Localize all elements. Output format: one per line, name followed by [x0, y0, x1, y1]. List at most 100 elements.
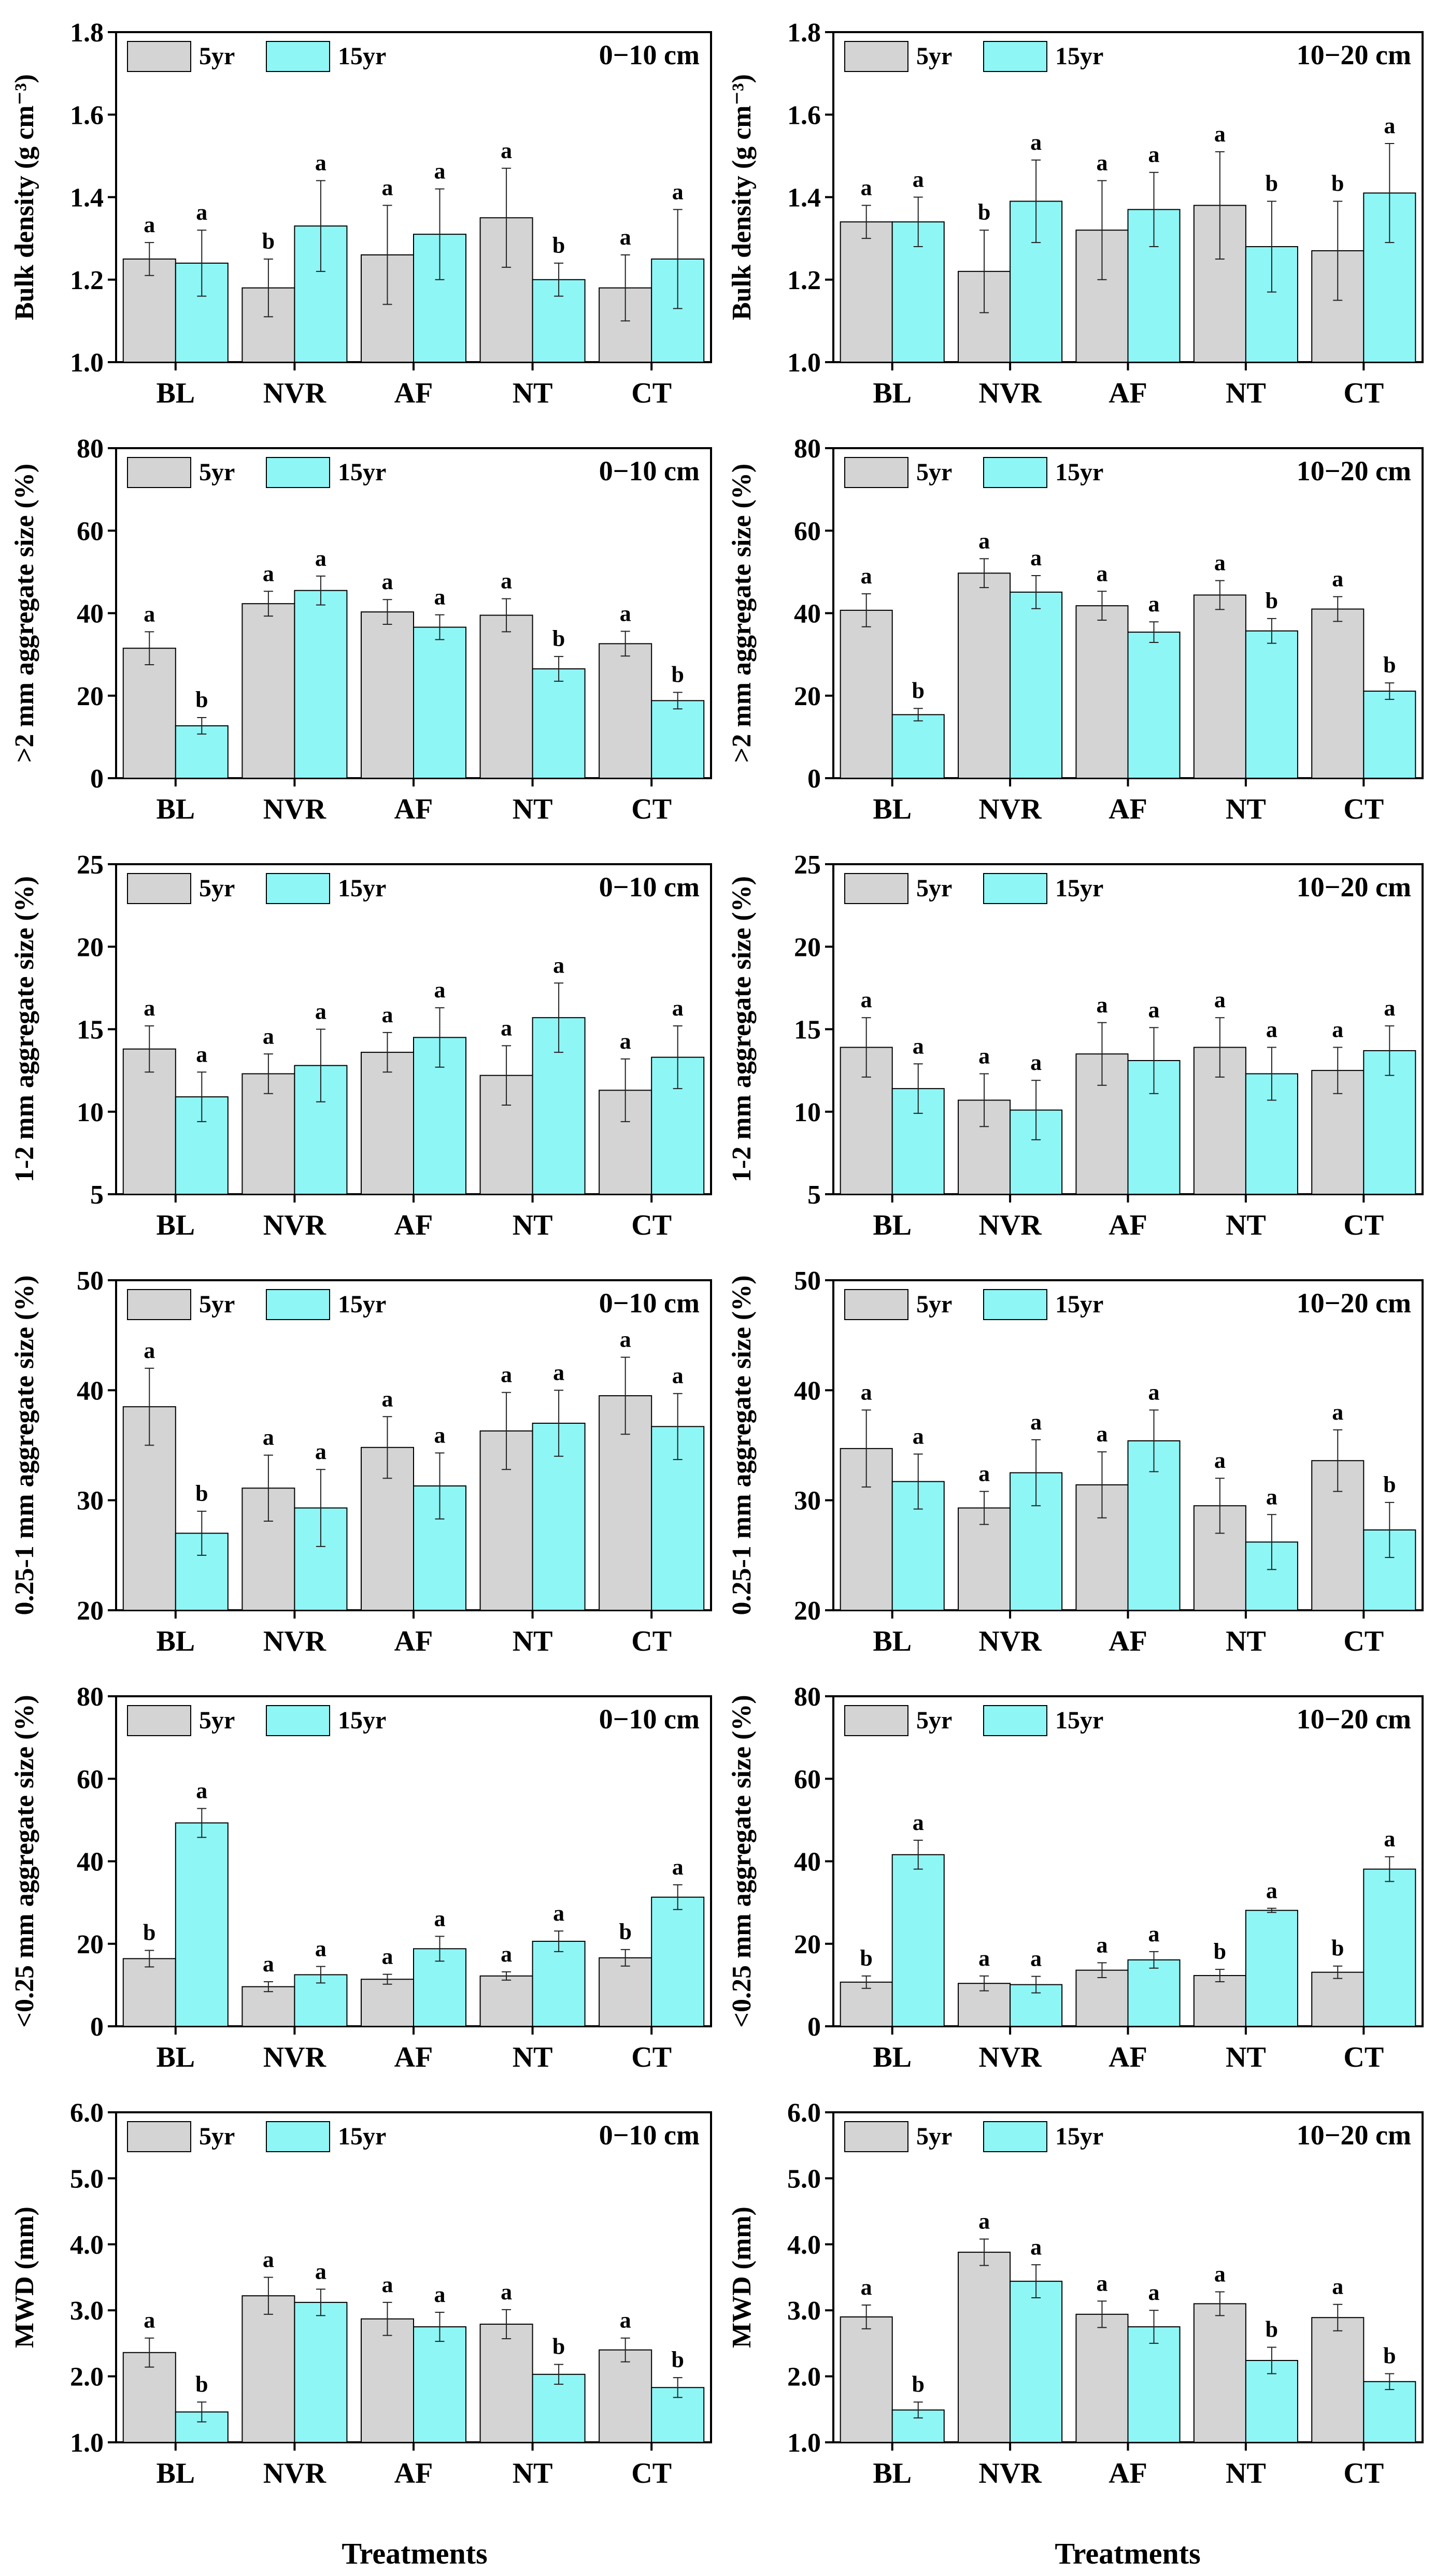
y-tick-label: 40	[77, 599, 104, 629]
significance-letter: a	[501, 568, 512, 594]
panel-depth-label: 10−20 cm	[1297, 1287, 1411, 1319]
y-tick-label: 30	[794, 1486, 821, 1516]
legend-swatch-5yr	[127, 1705, 191, 1736]
x-tick-label-nt: NT	[513, 1625, 553, 1657]
y-tick-label: 1.6	[70, 101, 104, 130]
legend-label-15yr: 15yr	[1055, 875, 1103, 902]
x-tick-label-nt: NT	[1226, 2041, 1266, 2073]
significance-letter: b	[671, 662, 684, 687]
bar-5yr-af	[360, 1052, 415, 1195]
significance-letter: a	[620, 224, 631, 250]
significance-letter: b	[552, 233, 565, 258]
significance-letter: b	[262, 228, 275, 254]
significance-letter: a	[144, 2308, 155, 2333]
significance-letter: a	[144, 212, 155, 237]
y-tick-label: 6.0	[70, 2098, 104, 2128]
bar-5yr-ct	[599, 2349, 652, 2443]
legend-swatch-15yr	[983, 873, 1047, 904]
legend-swatch-5yr	[127, 457, 191, 488]
significance-letter: a	[861, 563, 872, 589]
y-axis-label: Bulk density (g cm⁻³)	[727, 74, 757, 320]
significance-letter: a	[196, 199, 207, 225]
x-tick-label-nt: NT	[1226, 2457, 1266, 2489]
x-tick-label-bl: BL	[873, 1625, 912, 1657]
legend-swatch-5yr	[844, 1705, 908, 1736]
y-tick-label: 80	[77, 1682, 104, 1712]
bar-15yr-nt	[532, 668, 586, 779]
panel-depth-label: 0−10 cm	[599, 1704, 700, 1735]
significance-letter: a	[1030, 1409, 1042, 1435]
legend-label-5yr: 5yr	[916, 2123, 952, 2150]
x-tick-label-bl: BL	[156, 793, 195, 825]
significance-letter: a	[978, 1043, 990, 1068]
bar-5yr-nt	[1193, 1975, 1246, 2027]
y-tick-label: 1.8	[787, 18, 821, 48]
y-tick-label: 0	[90, 2012, 104, 2042]
panel-gt2-10-20: 0 20 40 60 80 >2 mm aggregate size (%) BL a b NVR…	[727, 434, 1424, 825]
y-tick-label: 60	[77, 1765, 104, 1794]
y-axis-label: 1-2 mm aggregate size (%)	[727, 876, 757, 1182]
y-tick-label: 1.4	[70, 183, 104, 213]
bar-15yr-af	[1127, 1959, 1181, 2027]
legend-label-15yr: 15yr	[1055, 2123, 1103, 2150]
y-tick-label: 0	[807, 2012, 821, 2042]
x-tick-label-af: AF	[1109, 1209, 1147, 1241]
bar-5yr-nvr	[958, 2252, 1011, 2443]
bar-5yr-bl	[840, 609, 893, 779]
panel-depth-label: 0−10 cm	[599, 871, 700, 903]
significance-letter: a	[196, 1778, 207, 1804]
legend-label-15yr: 15yr	[1055, 42, 1103, 70]
y-tick-label: 80	[77, 434, 104, 464]
significance-letter: a	[553, 952, 564, 978]
significance-letter: a	[978, 2209, 990, 2234]
y-tick-label: 80	[794, 434, 821, 464]
y-axis-label: MWD (mm)	[10, 2207, 39, 2348]
significance-letter: b	[1266, 170, 1278, 196]
significance-letter: a	[501, 1362, 512, 1387]
panel-depth-label: 0−10 cm	[599, 1287, 700, 1319]
significance-letter: a	[381, 1386, 393, 1411]
significance-letter: a	[1148, 591, 1160, 617]
significance-letter: a	[1266, 1017, 1277, 1042]
bar-5yr-nvr	[242, 603, 295, 779]
y-tick-label: 60	[794, 517, 821, 546]
legend-label-15yr: 15yr	[338, 1291, 386, 1318]
y-tick-label: 40	[77, 1376, 104, 1406]
significance-letter: a	[1214, 987, 1226, 1012]
significance-letter: a	[861, 987, 872, 1012]
y-tick-label: 40	[77, 1848, 104, 1877]
legend-label-5yr: 5yr	[199, 2123, 235, 2150]
y-tick-label: 10	[77, 1098, 104, 1127]
x-tick-label-af: AF	[394, 793, 433, 825]
legend-swatch-5yr	[127, 2121, 191, 2152]
legend-label-15yr: 15yr	[1055, 1707, 1103, 1734]
legend-label-5yr: 5yr	[916, 42, 952, 70]
y-tick-label: 1.6	[787, 101, 821, 130]
significance-letter: a	[196, 1041, 207, 1067]
x-axis-title-right: Treatments	[1055, 2537, 1200, 2570]
significance-letter: a	[1030, 545, 1042, 570]
panel-bd-10-20: 1.0 1.2 1.4 1.6 1.8 Bulk density (g cm⁻³) BL a a…	[727, 18, 1424, 409]
panel-mwd-10-20: 1.0 2.0 3.0 4.0 5.0 6.0 MWD (mm) BL a b NVR a a AF a a N…	[727, 2098, 1424, 2489]
x-tick-label-af: AF	[394, 2041, 433, 2073]
legend-swatch-15yr	[983, 1289, 1047, 1320]
bar-5yr-bl	[122, 648, 176, 779]
y-tick-label: 50	[794, 1266, 821, 1296]
significance-letter: a	[978, 1461, 990, 1486]
y-tick-label: 20	[794, 933, 821, 962]
y-tick-label: 1.0	[787, 348, 821, 378]
significance-letter: a	[315, 999, 326, 1024]
significance-letter: a	[263, 561, 274, 586]
significance-letter: a	[1266, 1484, 1277, 1509]
legend-label-5yr: 5yr	[199, 875, 235, 902]
y-tick-label: 1.0	[787, 2428, 821, 2458]
legend-swatch-15yr	[266, 457, 330, 488]
bar-15yr-ct	[1363, 690, 1416, 779]
x-tick-label-nt: NT	[513, 2457, 553, 2489]
bar-5yr-bl	[840, 221, 893, 363]
significance-letter: b	[1383, 2343, 1396, 2369]
x-tick-label-nvr: NVR	[263, 377, 326, 409]
significance-letter: a	[672, 995, 684, 1021]
bar-15yr-nt	[532, 1940, 586, 2027]
